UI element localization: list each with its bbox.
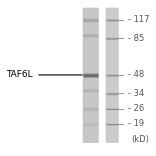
Text: - 26: - 26 <box>128 104 144 113</box>
Text: - 117: - 117 <box>128 15 149 24</box>
Bar <box>106 7 117 142</box>
Text: TAF6L: TAF6L <box>6 71 33 79</box>
Bar <box>83 7 98 142</box>
Text: - 85: - 85 <box>128 34 144 43</box>
Text: - 48: - 48 <box>128 71 144 79</box>
Text: - 19: - 19 <box>128 119 144 129</box>
Text: (kD): (kD) <box>131 135 149 144</box>
Text: - 34: - 34 <box>128 89 144 98</box>
